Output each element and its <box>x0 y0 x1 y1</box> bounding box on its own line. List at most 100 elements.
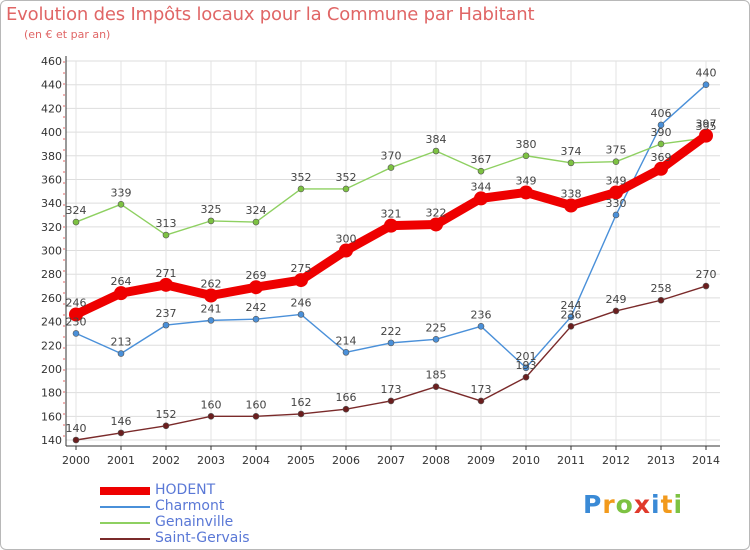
legend-label: Charmont <box>155 498 225 514</box>
data-label-saint-gervais: 249 <box>606 293 627 306</box>
data-point-genainville <box>387 164 395 171</box>
data-label-charmont: 406 <box>651 107 672 120</box>
data-label-genainville: 324 <box>66 204 87 217</box>
x-tick-label: 2013 <box>647 454 675 467</box>
data-label-charmont: 440 <box>696 67 717 80</box>
data-point-charmont <box>522 364 530 372</box>
data-label-saint-gervais: 146 <box>111 415 132 428</box>
data-point-hodent <box>609 185 623 200</box>
data-point-saint-gervais <box>117 429 125 437</box>
logo-letter: r <box>602 490 616 519</box>
y-tick-label: 240 <box>41 316 62 329</box>
chart-legend: HODENT Charmont Genainville Saint-Gervais <box>100 482 400 547</box>
data-label-hodent: 271 <box>156 267 177 280</box>
data-point-charmont <box>387 339 395 347</box>
logo-letter: x <box>633 490 651 519</box>
legend-label: Genainville <box>155 514 234 530</box>
legend-item-genainville: Genainville <box>100 514 400 531</box>
data-point-genainville <box>117 201 125 208</box>
data-label-hodent: 321 <box>381 208 402 221</box>
data-label-saint-gervais: 185 <box>426 369 447 382</box>
data-point-saint-gervais <box>522 373 530 381</box>
data-point-genainville <box>297 185 305 193</box>
data-label-hodent: 322 <box>426 206 447 219</box>
data-label-genainville: 375 <box>606 144 627 157</box>
logo-letter: t <box>660 490 674 519</box>
y-tick-label: 460 <box>41 55 62 68</box>
data-label-genainville: 325 <box>201 203 222 216</box>
data-label-saint-gervais: 236 <box>561 308 582 321</box>
legend-swatch <box>100 538 150 540</box>
data-point-hodent <box>159 277 173 292</box>
logo-letter: i <box>651 490 661 519</box>
data-point-charmont <box>162 321 170 329</box>
x-tick-label: 2010 <box>512 454 540 467</box>
legend-label: HODENT <box>155 482 216 498</box>
data-label-hodent: 269 <box>246 269 267 282</box>
legend-item-charmont: Charmont <box>100 498 400 515</box>
data-point-hodent <box>654 161 668 176</box>
data-label-charmont: 236 <box>471 308 492 321</box>
x-tick-label: 2005 <box>287 454 315 467</box>
data-label-genainville: 384 <box>426 133 447 146</box>
y-tick-label: 420 <box>41 102 62 115</box>
data-label-charmont: 246 <box>291 296 312 309</box>
data-point-hodent <box>564 198 578 213</box>
legend-swatch <box>100 506 150 508</box>
data-label-genainville: 339 <box>111 186 132 199</box>
legend-label: Saint-Gervais <box>155 530 250 546</box>
y-tick-label: 300 <box>41 245 62 258</box>
data-label-charmont: 225 <box>426 321 447 334</box>
y-tick-label: 200 <box>41 363 62 376</box>
data-label-saint-gervais: 173 <box>471 383 492 396</box>
x-tick-label: 2012 <box>602 454 630 467</box>
logo-letter: i <box>673 490 684 519</box>
y-tick-label: 320 <box>41 221 62 234</box>
data-label-hodent: 349 <box>516 174 537 187</box>
proxiti-logo: Proxiti <box>583 490 683 519</box>
x-tick-label: 2002 <box>152 454 180 467</box>
data-point-hodent <box>294 273 308 288</box>
data-label-genainville: 313 <box>156 217 177 230</box>
y-tick-label: 440 <box>41 79 62 92</box>
legend-swatch <box>100 522 150 524</box>
x-tick-label: 2014 <box>692 454 720 467</box>
logo-letter: P <box>583 490 603 519</box>
data-label-saint-gervais: 270 <box>696 268 717 281</box>
data-point-genainville <box>567 159 575 167</box>
y-tick-label: 140 <box>41 434 62 447</box>
data-label-hodent: 369 <box>651 151 672 164</box>
x-tick-label: 2000 <box>62 454 90 467</box>
x-tick-label: 2009 <box>467 454 495 467</box>
data-label-charmont: 222 <box>381 325 402 338</box>
data-label-hodent: 300 <box>336 233 357 246</box>
data-point-hodent <box>699 128 713 143</box>
data-point-genainville <box>477 167 485 175</box>
y-tick-label: 260 <box>41 292 62 305</box>
data-label-saint-gervais: 166 <box>336 391 357 404</box>
data-point-genainville <box>432 147 440 155</box>
data-point-genainville <box>522 152 530 160</box>
data-point-charmont <box>567 313 575 321</box>
data-point-saint-gervais <box>567 322 575 330</box>
data-point-saint-gervais <box>342 405 350 413</box>
data-label-hodent: 344 <box>471 180 492 193</box>
data-point-hodent <box>114 286 128 301</box>
data-point-hodent <box>249 280 263 295</box>
data-label-charmont: 242 <box>246 301 267 314</box>
data-label-saint-gervais: 140 <box>66 422 87 435</box>
data-label-charmont: 201 <box>516 350 537 363</box>
data-label-hodent: 262 <box>201 278 222 291</box>
data-label-charmont: 214 <box>336 334 357 347</box>
data-label-saint-gervais: 160 <box>246 398 267 411</box>
data-label-saint-gervais: 173 <box>381 383 402 396</box>
data-point-charmont <box>612 211 620 219</box>
x-tick-label: 2011 <box>557 454 585 467</box>
legend-item-saint-gervais: Saint-Gervais <box>100 530 400 547</box>
x-tick-label: 2003 <box>197 454 225 467</box>
legend-item-hodent: HODENT <box>100 482 400 499</box>
data-label-charmont: 241 <box>201 302 222 315</box>
x-tick-label: 2004 <box>242 454 270 467</box>
data-label-genainville: 352 <box>291 171 312 184</box>
